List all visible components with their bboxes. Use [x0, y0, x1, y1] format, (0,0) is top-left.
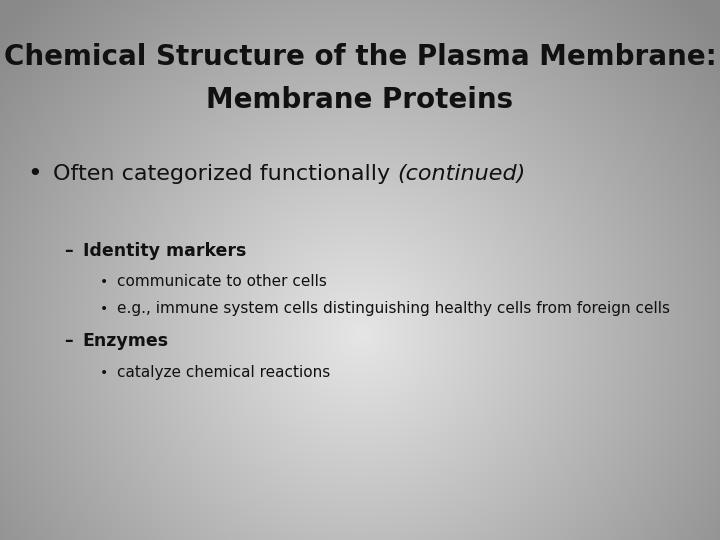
- Text: e.g., immune system cells distinguishing healthy cells from foreign cells: e.g., immune system cells distinguishing…: [117, 301, 670, 316]
- Text: (continued): (continued): [397, 164, 525, 184]
- Text: Often categorized functionally: Often categorized functionally: [53, 164, 397, 184]
- Text: catalyze chemical reactions: catalyze chemical reactions: [117, 365, 330, 380]
- Text: Chemical Structure of the Plasma Membrane:: Chemical Structure of the Plasma Membran…: [4, 43, 716, 71]
- Text: •: •: [100, 366, 109, 380]
- Text: –: –: [64, 242, 73, 260]
- Text: •: •: [100, 302, 109, 316]
- Text: •: •: [27, 162, 42, 186]
- Text: Enzymes: Enzymes: [83, 332, 169, 350]
- Text: •: •: [100, 275, 109, 289]
- Text: Identity markers: Identity markers: [83, 242, 246, 260]
- Text: Membrane Proteins: Membrane Proteins: [207, 86, 513, 114]
- Text: –: –: [64, 332, 73, 350]
- Text: communicate to other cells: communicate to other cells: [117, 274, 327, 289]
